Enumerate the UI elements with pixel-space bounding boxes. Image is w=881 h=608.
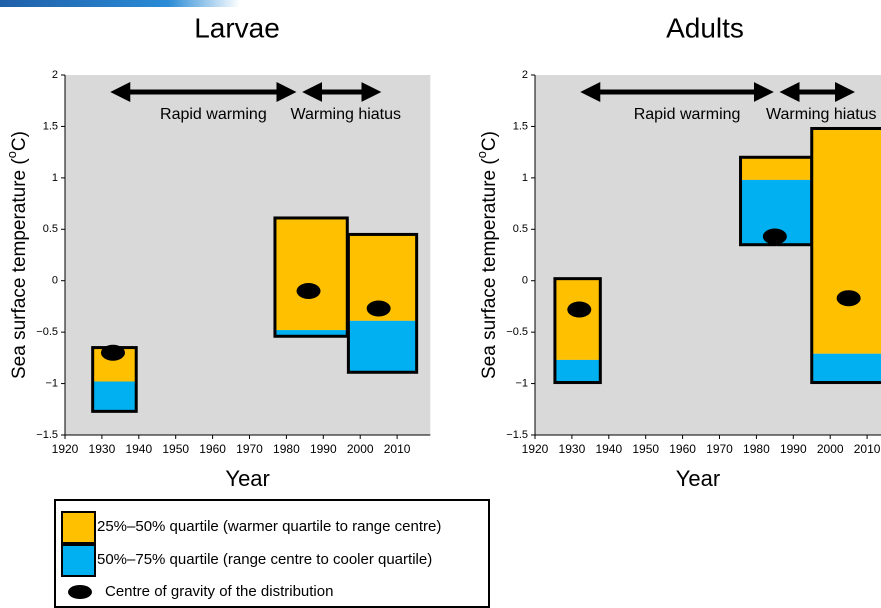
decor-bar	[0, 0, 240, 7]
plot-content: Rapid warming Warming hiatus	[91, 82, 419, 413]
y-axis-label-sup: o	[474, 151, 489, 158]
x-axis-label: Year	[225, 466, 269, 491]
x-tick-label: 1950	[162, 442, 189, 456]
cool-quartile-box	[811, 353, 881, 383]
x-tick-label: 1990	[780, 442, 807, 456]
y-tick-label: −1.5	[506, 429, 528, 441]
cool-quartile-box	[348, 320, 417, 373]
centre-of-gravity	[836, 290, 861, 307]
plot-content: Rapid warming Warming hiatus	[553, 82, 881, 385]
centre-of-gravity	[366, 300, 391, 317]
legend-label: Centre of gravity of the distribution	[105, 583, 333, 600]
y-tick-label: 1	[52, 172, 58, 184]
x-tick-label: 2010	[854, 442, 881, 456]
x-tick-label: 1990	[310, 442, 337, 456]
y-tick-label: 0.5	[43, 223, 58, 235]
legend-box	[54, 499, 490, 608]
x-tick-label: 2000	[817, 442, 844, 456]
warm-quartile-box	[740, 157, 812, 180]
y-axis-label: Sea surface temperature (oC)	[4, 131, 30, 379]
panel: Larvae −1.5 −1 −0.5 0 0.5 1 1.5 2 1920 1930 1940 195…	[4, 12, 431, 491]
x-tick-label: 1980	[743, 442, 770, 456]
period-label: Warming hiatus	[290, 106, 401, 123]
x-tick-label: 1960	[669, 442, 696, 456]
x-tick-label: 2000	[347, 442, 374, 456]
y-tick-label: 1.5	[43, 120, 58, 132]
y-tick-label: 0	[52, 275, 58, 287]
y-tick-label: 2	[52, 69, 58, 81]
x-tick-label: 1920	[522, 442, 549, 456]
legend-swatch	[61, 511, 96, 544]
y-tick-label: −0.5	[36, 326, 58, 338]
legend-label: 50%–75% quartile (range centre to cooler…	[97, 551, 432, 568]
legend-swatch	[61, 544, 96, 577]
period-label: Rapid warming	[634, 106, 741, 123]
x-tick-label: 1930	[559, 442, 586, 456]
centre-of-gravity	[762, 228, 787, 245]
cool-quartile-box	[92, 381, 137, 412]
y-tick-label: −1	[515, 377, 528, 389]
y-tick-label: 1	[522, 172, 528, 184]
y-tick-label: 0	[522, 275, 528, 287]
legend-label: 25%–50% quartile (warmer quartile to ran…	[97, 518, 441, 535]
warm-quartile-box	[554, 278, 601, 360]
panel: Adults −1.5 −1 −0.5 0 0.5 1 1.5 2 1920 1930 1940 195…	[474, 12, 881, 491]
x-tick-label: 1940	[125, 442, 152, 456]
y-axis-label: Sea surface temperature (oC)	[474, 131, 500, 379]
box-outline	[810, 126, 881, 385]
y-tick-label: −1	[45, 377, 58, 389]
x-tick-label: 1930	[89, 442, 116, 456]
warm-quartile-box	[811, 128, 881, 354]
box-outline	[553, 277, 602, 385]
y-axis-label-part: C)	[479, 131, 500, 151]
centre-of-gravity	[100, 344, 125, 361]
centre-of-gravity	[567, 301, 592, 318]
period-label: Rapid warming	[160, 106, 267, 123]
x-tick-label: 1920	[52, 442, 79, 456]
x-tick-label: 1970	[706, 442, 733, 456]
centre-of-gravity	[296, 283, 321, 299]
cool-quartile-box	[274, 330, 348, 337]
box-outline	[346, 232, 419, 374]
x-tick-label: 1940	[595, 442, 622, 456]
x-tick-label: 1950	[632, 442, 659, 456]
legend-swatch	[68, 585, 92, 599]
warm-quartile-box	[274, 217, 348, 331]
y-axis-label-part: C)	[9, 131, 30, 151]
y-axis-label-part: Sea surface temperature (	[9, 158, 30, 379]
y-axis-label-part: Sea surface temperature (	[479, 158, 500, 379]
cool-quartile-box	[554, 359, 601, 383]
x-tick-label: 1960	[199, 442, 226, 456]
y-tick-label: 2	[522, 69, 528, 81]
x-axis-label: Year	[676, 466, 720, 491]
x-tick-label: 1970	[236, 442, 263, 456]
y-tick-label: −0.5	[506, 326, 528, 338]
chart-title: Larvae	[194, 12, 280, 43]
y-tick-label: −1.5	[36, 429, 58, 441]
period-label: Warming hiatus	[766, 106, 877, 123]
chart-title: Adults	[666, 12, 744, 43]
x-tick-label: 1980	[273, 442, 300, 456]
y-tick-label: 1.5	[513, 120, 528, 132]
y-axis-label-sup: o	[4, 151, 19, 158]
y-tick-label: 0.5	[513, 223, 528, 235]
x-tick-label: 2010	[384, 442, 411, 456]
